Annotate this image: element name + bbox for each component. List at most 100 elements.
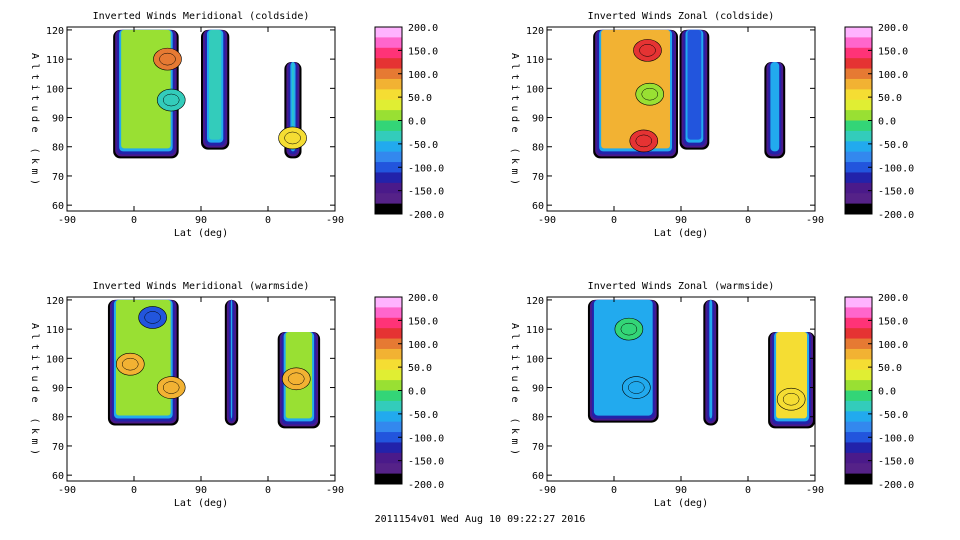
y-axis-label-char: t [509, 95, 520, 101]
y-tick-label: 80 [52, 413, 64, 424]
data-region-1 [587, 299, 659, 423]
y-axis-label-char: l [29, 63, 40, 69]
colorbar-tick-label: 100.0 [878, 340, 908, 351]
x-tick-label: -90 [806, 485, 824, 496]
colorbar-swatch [845, 369, 872, 381]
footer-timestamp: 2011154v01 Wed Aug 10 09:22:27 2016 [374, 514, 586, 525]
y-tick-label: 100 [46, 84, 64, 95]
colorbar-tick-label: 200.0 [878, 293, 908, 304]
colorbar-swatch [375, 182, 402, 194]
y-axis-label-char: A [509, 323, 520, 329]
colorbar-tick-label: -200.0 [408, 210, 444, 221]
colorbar-swatch [845, 328, 872, 340]
colorbar-swatch [845, 421, 872, 433]
colorbar-swatch [375, 369, 402, 381]
region-core [772, 62, 778, 149]
y-axis-label-char: ( [29, 147, 40, 153]
colorbar-swatch [845, 348, 872, 360]
x-tick-label: 0 [131, 215, 137, 226]
colorbar-swatch [375, 162, 402, 173]
colorbar-tick-label: 50.0 [878, 93, 902, 104]
x-tick-label: 90 [195, 215, 207, 226]
colorbar-swatch [845, 473, 872, 485]
x-tick-label: -90 [58, 485, 76, 496]
region-core [687, 29, 702, 140]
y-axis-label-char: A [29, 323, 40, 329]
y-axis-label-char: i [29, 354, 40, 360]
colorbar-swatch [375, 452, 402, 464]
colorbar-tick-label: 200.0 [878, 23, 908, 34]
y-axis-label-char: A [509, 53, 520, 59]
y-axis-label-char: k [509, 158, 520, 164]
chart-panel-2: Inverted Winds Zonal (coldside) -90 0 90 0 -9… [509, 11, 914, 239]
x-tick-label: -90 [58, 215, 76, 226]
contour-blob-2 [156, 88, 186, 112]
contour-line [162, 93, 180, 107]
y-tick-label: 80 [52, 143, 64, 154]
colorbar-swatch [375, 203, 402, 215]
colorbar-swatch [375, 27, 402, 38]
colorbar-swatch [375, 473, 402, 485]
y-tick-label: 90 [52, 114, 64, 125]
y-axis-label-char: t [29, 365, 40, 371]
y-axis-label-char: ( [509, 147, 520, 153]
colorbar-swatch [375, 120, 402, 132]
colorbar-swatch [845, 463, 872, 475]
data-region-2 [679, 29, 710, 150]
colorbar-tick-label: 200.0 [408, 293, 438, 304]
colorbar-swatch [845, 172, 872, 184]
colorbar-tick-label: 100.0 [878, 70, 908, 81]
data-region-2 [224, 299, 239, 426]
contour-blob-1 [614, 317, 644, 341]
y-axis-label-char: t [29, 95, 40, 101]
region-core [121, 29, 171, 149]
colorbar-tick-label: -100.0 [878, 163, 914, 174]
x-axis-label: Lat (deg) [174, 498, 228, 509]
x-tick-label: 90 [675, 215, 687, 226]
x-axis-label: Lat (deg) [174, 228, 228, 239]
chart-title: Inverted Winds Meridional (warmside) [93, 281, 310, 292]
colorbar-tick-label: -50.0 [408, 410, 438, 421]
colorbar-swatch [845, 89, 872, 101]
contour-line [639, 44, 656, 57]
y-tick-label: 110 [526, 325, 544, 336]
contour-line [122, 357, 139, 371]
colorbar-tick-label: 150.0 [408, 316, 438, 327]
colorbar-swatch [845, 380, 872, 391]
colorbar-tick-label: 50.0 [408, 93, 432, 104]
colorbar-swatch [375, 172, 402, 184]
y-tick-label: 120 [526, 26, 544, 37]
y-tick-label: 70 [52, 172, 64, 183]
contour-blob-3 [776, 387, 806, 411]
y-axis-label-char: e [29, 396, 40, 402]
y-tick-label: 110 [46, 325, 64, 336]
contour-line [162, 381, 180, 394]
chart-title: Inverted Winds Zonal (coldside) [588, 11, 775, 22]
colorbar-swatch [375, 307, 402, 319]
colorbar-swatch [375, 348, 402, 360]
y-axis-label-char: ) [509, 179, 520, 185]
contour-line [620, 322, 638, 336]
x-tick-label: 0 [131, 485, 137, 496]
y-axis-label-char: u [29, 375, 40, 381]
y-axis-label-char: ) [29, 179, 40, 185]
x-tick-label: -90 [806, 215, 824, 226]
colorbar: 200.0 150.0 100.0 50.0 0.0 -50.0 -100.0 -150.0 -… [844, 293, 914, 491]
y-axis-label-char: d [29, 386, 40, 392]
y-axis-label-char: A [29, 53, 40, 59]
colorbar-tick-label: -100.0 [408, 163, 444, 174]
colorbar-swatch [375, 58, 402, 70]
colorbar-swatch [375, 317, 402, 329]
x-tick-label: -90 [538, 485, 556, 496]
colorbar-tick-label: 200.0 [408, 23, 438, 34]
colorbar: 200.0 150.0 100.0 50.0 0.0 -50.0 -100.0 -150.0 -… [374, 293, 444, 491]
colorbar-swatch [845, 193, 872, 205]
colorbar-tick-label: -50.0 [878, 410, 908, 421]
contour-blob-1 [138, 306, 167, 329]
colorbar-tick-label: -200.0 [878, 210, 914, 221]
colorbar-swatch [375, 359, 402, 371]
colorbar-swatch [375, 130, 402, 142]
y-axis-label-char: d [509, 116, 520, 122]
y-axis-label-char: t [29, 74, 40, 80]
contour-blob-3 [629, 129, 659, 153]
